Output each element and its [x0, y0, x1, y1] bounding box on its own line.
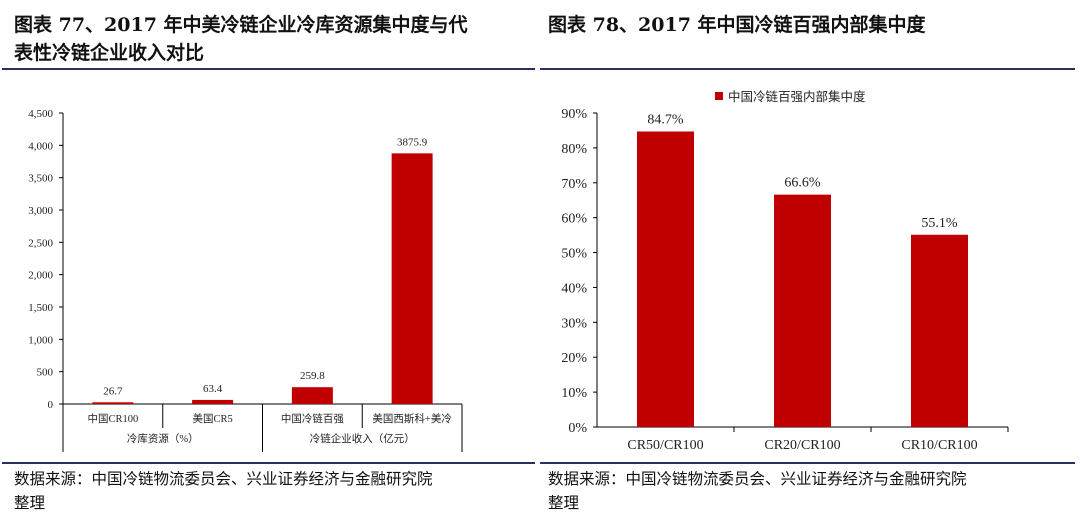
data-label: 84.7% [647, 112, 684, 127]
bar [192, 399, 234, 404]
data-label: 55.1% [921, 216, 958, 231]
x-category-label: CR20/CR100 [764, 438, 840, 453]
y-tick-label: 20% [561, 351, 587, 366]
left-source-rule [2, 462, 535, 464]
left-source-line1: 数据来源：中国冷链物流委员会、兴业证券经济与金融研究院 [14, 470, 433, 488]
y-tick-label: 80% [561, 142, 587, 157]
bar [391, 153, 433, 404]
x-group-label: 冷链企业收入（亿元） [310, 432, 415, 445]
y-tick-label: 2,000 [28, 270, 53, 282]
y-tick-label: 90% [561, 107, 587, 122]
data-label: 63.4 [203, 383, 223, 395]
legend-label: 中国冷链百强内部集中度 [728, 89, 866, 104]
right-bar-chart: 0% 10% 20% 30% 40% 50% 60% 70% 80% 90% 84.7% CR50/C… [561, 89, 1009, 453]
y-tick-label: 3,000 [28, 205, 53, 217]
right-title-rule [540, 68, 1075, 70]
left-source-line2: 整理 [14, 494, 46, 512]
bar [92, 402, 134, 404]
right-source-line2: 整理 [548, 494, 580, 512]
data-label: 26.7 [103, 385, 123, 397]
y-tick-label: 70% [561, 177, 587, 192]
bar [637, 131, 694, 428]
left-bar-chart: 0 500 1,000 1,500 2,000 2,500 3,000 3,500 4,000 4… [28, 108, 463, 452]
y-tick-label: 60% [561, 212, 587, 227]
left-chart-title-line2: 表性冷链企业收入对比 [14, 42, 205, 64]
legend-swatch [715, 92, 723, 100]
x-category-label: CR50/CR100 [627, 438, 703, 453]
x-category-label: 中国CR100 [87, 412, 138, 425]
right-source-rule [540, 462, 1075, 464]
y-tick-label: 4,000 [28, 140, 53, 152]
y-tick-label: 50% [561, 247, 587, 262]
data-label: 66.6% [784, 176, 821, 191]
x-category-label: 中国冷链百强 [281, 412, 344, 425]
bar [911, 234, 968, 427]
right-chart-title: 图表 78、2017 年中国冷链百强内部集中度 [548, 14, 926, 36]
y-tick-label: 1,500 [28, 302, 53, 314]
y-tick-label: 1,000 [28, 334, 53, 346]
y-tick-label: 0 [48, 399, 54, 411]
y-tick-label: 3,500 [28, 173, 53, 185]
x-category-label: 美国西斯科+美冷 [372, 412, 452, 425]
y-tick-label: 30% [561, 316, 587, 331]
bar [774, 194, 831, 427]
x-group-label: 冷库资源（%） [127, 432, 199, 445]
data-label: 259.8 [300, 370, 325, 382]
right-source-line1: 数据来源：中国冷链物流委员会、兴业证券经济与金融研究院 [548, 470, 967, 488]
y-tick-label: 0% [568, 421, 587, 436]
left-title-rule [2, 68, 535, 70]
bar [291, 387, 333, 404]
y-tick-label: 40% [561, 281, 587, 296]
y-tick-label: 500 [37, 367, 54, 379]
x-category-label: CR10/CR100 [901, 438, 977, 453]
y-tick-label: 10% [561, 386, 587, 401]
y-tick-label: 4,500 [28, 108, 53, 120]
x-category-label: 美国CR5 [192, 412, 232, 425]
left-chart-title-line1: 图表 77、2017 年中美冷链企业冷库资源集中度与代 [14, 14, 468, 36]
data-label: 3875.9 [397, 136, 428, 148]
y-tick-label: 2,500 [28, 237, 53, 249]
